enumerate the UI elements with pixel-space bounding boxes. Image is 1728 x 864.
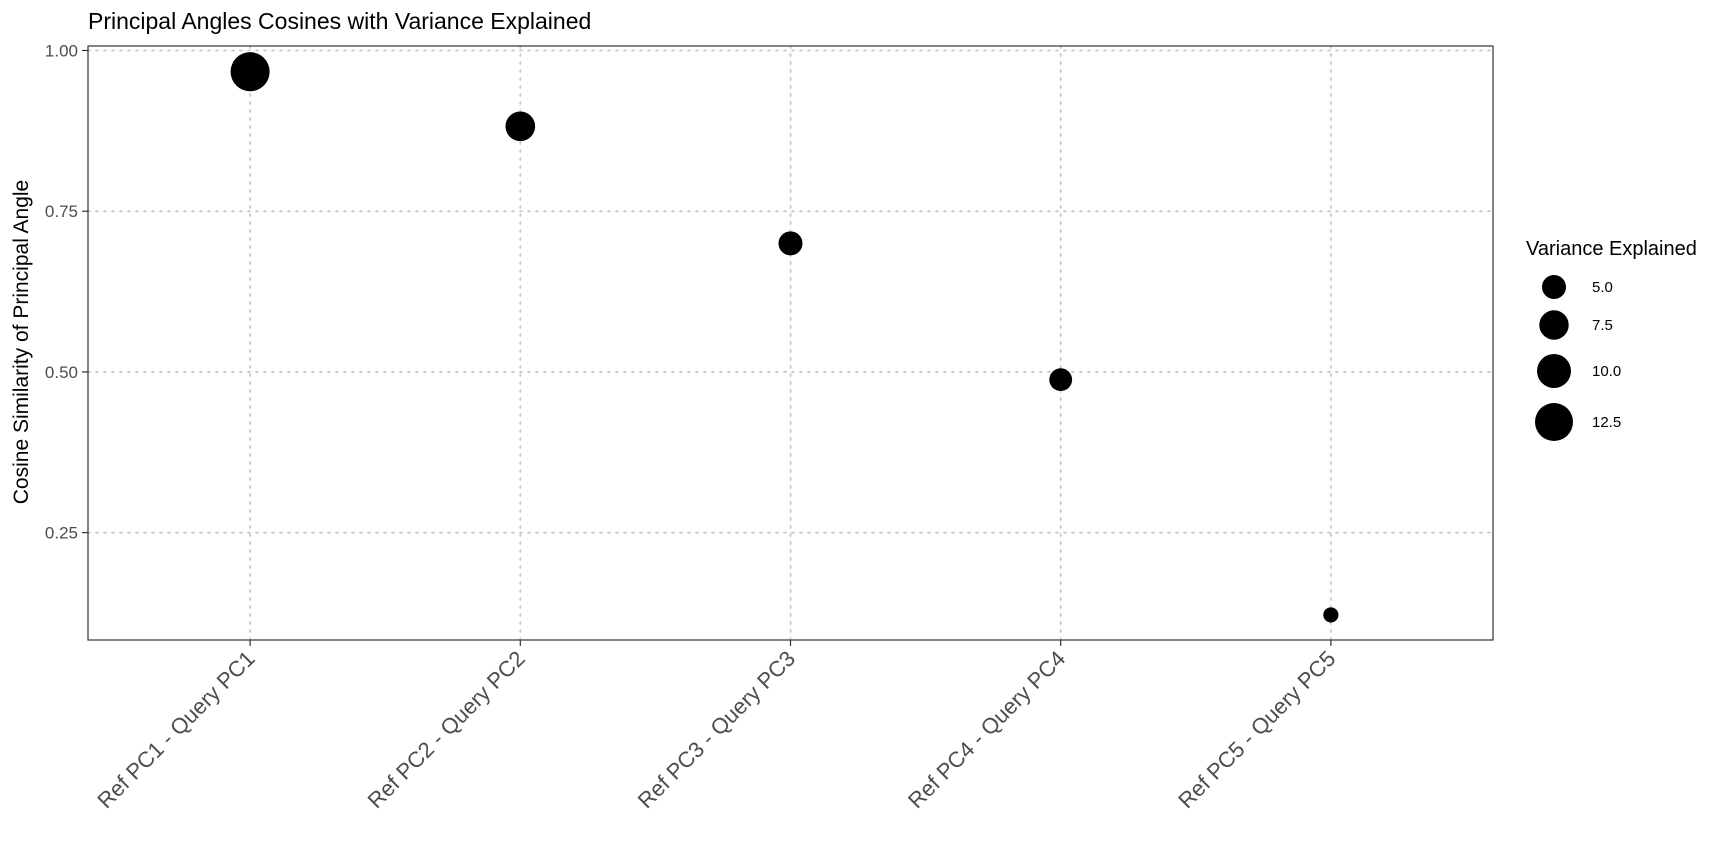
- y-axis-label: Cosine Similarity of Principal Angle: [10, 180, 33, 504]
- data-point: [1049, 368, 1073, 392]
- legend-key: [1534, 402, 1574, 442]
- legend-label: 10.0: [1592, 363, 1621, 380]
- data-point: [1323, 607, 1339, 623]
- x-axis: Ref PC1 - Query PC1 Ref PC2 - Query PC2 Re…: [92, 640, 1340, 813]
- legend-key: [1537, 354, 1571, 388]
- data-points: [230, 52, 1339, 623]
- x-tick-label: Ref PC4 - Query PC4: [903, 646, 1070, 813]
- legend-key: [1541, 274, 1567, 300]
- x-tick-label: Ref PC5 - Query PC5: [1173, 646, 1340, 813]
- x-tick-label: Ref PC1 - Query PC1: [92, 646, 259, 813]
- y-tick-label: 0.75: [45, 202, 78, 221]
- y-axis: 0.25 0.50 0.75 1.00: [45, 42, 88, 543]
- grid-lines: [87, 45, 1494, 641]
- legend-label: 7.5: [1592, 317, 1613, 334]
- y-tick-label: 0.25: [45, 524, 78, 543]
- data-point: [778, 231, 803, 256]
- data-point: [505, 111, 536, 142]
- x-tick-label: Ref PC2 - Query PC2: [363, 646, 530, 813]
- legend-title: Variance Explained: [1526, 238, 1697, 260]
- chart-title: Principal Angles Cosines with Variance E…: [88, 8, 591, 34]
- x-tick-label: Ref PC3 - Query PC3: [633, 646, 800, 813]
- legend-label: 12.5: [1592, 414, 1621, 431]
- size-legend: Variance Explained 5.0 7.5 10.0 12.5: [1526, 238, 1697, 442]
- y-tick-label: 0.50: [45, 363, 78, 382]
- legend-key: [1539, 310, 1569, 340]
- data-point: [230, 52, 270, 92]
- y-tick-label: 1.00: [45, 42, 78, 61]
- legend-label: 5.0: [1592, 279, 1613, 296]
